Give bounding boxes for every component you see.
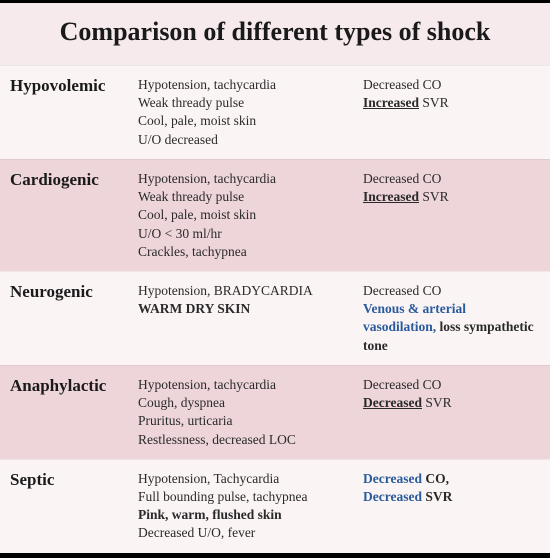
comparison-table: Hypovolemic Hypotension, tachycardiaWeak…	[0, 65, 550, 553]
shock-type-name: Septic	[10, 470, 138, 543]
text-line: Venous & arterial vasodilation, loss sym…	[363, 300, 542, 355]
table-row: Septic Hypotension, TachycardiaFull boun…	[0, 459, 550, 553]
table-row: Neurogenic Hypotension, BRADYCARDIAWARM …	[0, 271, 550, 365]
text-line: Increased SVR	[363, 188, 542, 206]
text-line: Hypotension, tachycardia	[138, 76, 363, 94]
shock-type-name: Neurogenic	[10, 282, 138, 355]
text-line: Increased SVR	[363, 94, 542, 112]
clinical-features: Hypotension, tachycardiaCough, dyspneaPr…	[138, 376, 363, 449]
text-line: Decreased U/O, fever	[138, 524, 363, 542]
text-line: Cool, pale, moist skin	[138, 112, 363, 130]
text-line: Cough, dyspnea	[138, 394, 363, 412]
text-line: Crackles, tachypnea	[138, 243, 363, 261]
text-line: Pruritus, urticaria	[138, 412, 363, 430]
text-line: U/O < 30 ml/hr	[138, 225, 363, 243]
text-line: Hypotension, BRADYCARDIA	[138, 282, 363, 300]
text-line: Decreased SVR	[363, 488, 542, 506]
text-line: Decreased CO	[363, 170, 542, 188]
table-row: Anaphylactic Hypotension, tachycardiaCou…	[0, 365, 550, 459]
shock-type-name: Cardiogenic	[10, 170, 138, 261]
hemodynamics: Decreased CO,Decreased SVR	[363, 470, 542, 543]
table-row: Hypovolemic Hypotension, tachycardiaWeak…	[0, 65, 550, 159]
text-line: Restlessness, decreased LOC	[138, 431, 363, 449]
text-line: Hypotension, Tachycardia	[138, 470, 363, 488]
text-line: U/O decreased	[138, 131, 363, 149]
table-row: Cardiogenic Hypotension, tachycardiaWeak…	[0, 159, 550, 271]
clinical-features: Hypotension, tachycardiaWeak thready pul…	[138, 170, 363, 261]
hemodynamics: Decreased COIncreased SVR	[363, 170, 542, 261]
page-title: Comparison of different types of shock	[0, 3, 550, 65]
clinical-features: Hypotension, tachycardiaWeak thready pul…	[138, 76, 363, 149]
hemodynamics: Decreased COVenous & arterial vasodilati…	[363, 282, 542, 355]
clinical-features: Hypotension, BRADYCARDIAWARM DRY SKIN	[138, 282, 363, 355]
text-line: Cool, pale, moist skin	[138, 206, 363, 224]
shock-type-name: Anaphylactic	[10, 376, 138, 449]
text-line: Decreased CO	[363, 282, 542, 300]
text-line: Decreased SVR	[363, 394, 542, 412]
text-line: Hypotension, tachycardia	[138, 170, 363, 188]
shock-type-name: Hypovolemic	[10, 76, 138, 149]
text-line: Full bounding pulse, tachypnea	[138, 488, 363, 506]
clinical-features: Hypotension, TachycardiaFull bounding pu…	[138, 470, 363, 543]
text-line: Decreased CO	[363, 376, 542, 394]
text-line: Weak thready pulse	[138, 94, 363, 112]
text-line: WARM DRY SKIN	[138, 300, 363, 318]
text-line: Decreased CO	[363, 76, 542, 94]
hemodynamics: Decreased CODecreased SVR	[363, 376, 542, 449]
text-line: Pink, warm, flushed skin	[138, 506, 363, 524]
hemodynamics: Decreased COIncreased SVR	[363, 76, 542, 149]
text-line: Decreased CO,	[363, 470, 542, 488]
text-line: Weak thready pulse	[138, 188, 363, 206]
text-line: Hypotension, tachycardia	[138, 376, 363, 394]
